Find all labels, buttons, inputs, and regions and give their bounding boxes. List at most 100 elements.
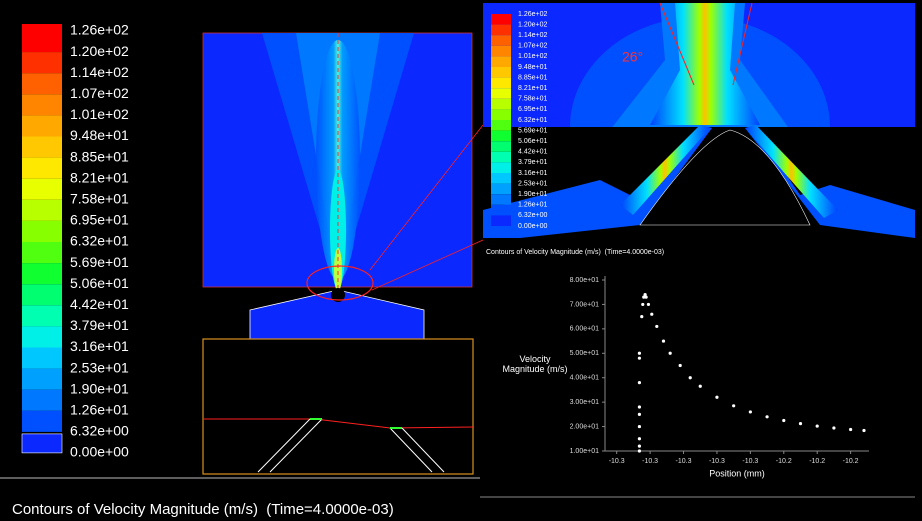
- inset-colorbar-label: 0.00e+00: [518, 223, 547, 230]
- colorbar-band: [22, 136, 62, 158]
- x-tick-label: -10.2: [809, 458, 825, 465]
- data-point: [637, 449, 642, 453]
- data-point: [715, 395, 719, 399]
- inset-colorbar-band: [491, 77, 511, 89]
- colorbar-band: [22, 263, 62, 285]
- data-point: [832, 426, 836, 430]
- data-point: [668, 351, 672, 355]
- inset-colorbar-band: [491, 120, 511, 131]
- inset-colorbar-label: 1.01e+02: [518, 53, 547, 60]
- colorbar-band: [22, 115, 62, 137]
- colorbar-label: 1.26e+01: [70, 402, 129, 418]
- colorbar-label: 2.53e+01: [70, 359, 129, 375]
- x-tick-label: -10.3: [642, 458, 658, 465]
- inset-colorbar-band: [491, 130, 511, 142]
- colorbar-band: [22, 347, 62, 369]
- chart-title: Contours of Velocity Magnitude (m/s) (Ti…: [486, 249, 664, 256]
- colorbar-label: 6.95e+01: [70, 212, 129, 228]
- x-tick-label: -10.3: [609, 458, 625, 465]
- data-point: [748, 410, 752, 414]
- data-point: [637, 437, 642, 441]
- colorbar-band: [21, 433, 63, 454]
- colorbar-band: [22, 326, 62, 348]
- inset-colorbar-label: 1.26e+02: [518, 11, 547, 18]
- inset-colorbar-band: [491, 183, 511, 195]
- data-point: [650, 312, 654, 316]
- colorbar-band: [22, 94, 62, 116]
- inset-colorbar-label: 9.48e+01: [518, 64, 547, 71]
- colorbar-band: [22, 410, 62, 432]
- inset-colorbar-label: 7.58e+01: [518, 96, 547, 103]
- data-point: [637, 351, 642, 355]
- inset-colorbar-label: 8.21e+01: [518, 85, 547, 92]
- colorbar-label: 5.06e+01: [70, 275, 129, 291]
- inset-colorbar-label: 1.26e+01: [518, 202, 547, 209]
- inset-colorbar-label: 6.32e+00: [518, 212, 547, 219]
- scatter-plot: 1.00e+01 2.00e+01 3.00e+01 4.00e+01 5.00e+01…: [570, 276, 869, 465]
- data-point: [644, 295, 648, 299]
- colorbar-label: 1.01e+02: [70, 106, 129, 122]
- data-point: [637, 356, 642, 360]
- colorbar-band: [22, 242, 62, 264]
- colorbar-label: 1.90e+01: [70, 380, 129, 396]
- colorbar-label: 1.14e+02: [70, 64, 129, 80]
- colorbar-label: 1.07e+02: [70, 85, 129, 101]
- inset-colorbar-band: [491, 67, 511, 78]
- data-point: [798, 422, 803, 426]
- data-point: [637, 412, 642, 416]
- colorbar-label: 4.42e+01: [70, 296, 129, 312]
- domain-view: [202, 32, 484, 475]
- y-axis-label: Velocity Magnitude (m/s): [502, 354, 568, 374]
- inset-colorbar-label: 1.20e+02: [518, 21, 547, 28]
- data-point: [642, 295, 646, 299]
- inset-colorbar-label: 3.16e+01: [518, 170, 547, 177]
- inset-colorbar-band: [491, 24, 511, 36]
- data-point: [637, 444, 642, 448]
- colorbar: 1.26e+02 1.20e+02 1.14e+02 1.07e+02 1.01e+02…: [21, 22, 129, 460]
- x-tick-label: -10.2: [843, 458, 859, 465]
- x-tick-label: -10.3: [742, 458, 758, 465]
- data-point: [655, 324, 659, 329]
- inset-colorbar-band: [491, 173, 511, 184]
- inset-view: 26° 1.26e+02 1.20e+02 1.14e+02 1.07e+02 1.01…: [483, 2, 915, 238]
- inset-colorbar-band: [491, 45, 511, 57]
- inset-colorbar-label: 1.14e+02: [518, 32, 547, 39]
- inset-colorbar-band: [491, 162, 511, 173]
- data-point: [698, 384, 702, 388]
- y-tick-label: 8.00e+01: [570, 277, 599, 284]
- colorbar-label: 8.85e+01: [70, 148, 129, 164]
- colorbar-band: [22, 220, 62, 242]
- x-tick-label: -10.3: [709, 458, 725, 465]
- inset-colorbar-band: [491, 109, 511, 120]
- colorbar-band: [22, 199, 62, 221]
- colorbar-label: 1.20e+02: [70, 43, 129, 59]
- inset-colorbar-band: [491, 98, 511, 110]
- data-point: [637, 424, 642, 429]
- colorbar-band: [22, 24, 62, 53]
- colorbar-label: 7.58e+01: [70, 191, 129, 207]
- inset-colorbar-label: 6.32e+01: [518, 117, 547, 124]
- y-tick-label: 5.00e+01: [570, 350, 599, 357]
- y-tick-label: 2.00e+01: [570, 423, 599, 430]
- inset-colorbar-label: 1.07e+02: [518, 43, 547, 50]
- inset-colorbar-label: 1.90e+01: [518, 191, 547, 198]
- inset-colorbar-band: [491, 14, 511, 25]
- data-point: [815, 424, 819, 428]
- inset-colorbar-band: [491, 151, 511, 163]
- y-tick-label: 3.00e+01: [570, 399, 599, 406]
- colorbar-band: [22, 284, 62, 306]
- colorbar-band: [22, 305, 62, 327]
- colorbar-label: 3.16e+01: [70, 338, 129, 354]
- inset-colorbar-band: [491, 194, 511, 205]
- colorbar-band: [22, 73, 62, 95]
- data-point: [849, 427, 853, 432]
- data-point: [637, 381, 642, 385]
- data-point: [765, 415, 769, 419]
- inset-colorbar-label: 4.42e+01: [518, 149, 547, 156]
- y-tick-label: 1.00e+01: [570, 448, 599, 455]
- data-point: [646, 302, 651, 307]
- angle-label: 26°: [622, 49, 643, 65]
- y-tick-label: 6.00e+01: [570, 326, 599, 333]
